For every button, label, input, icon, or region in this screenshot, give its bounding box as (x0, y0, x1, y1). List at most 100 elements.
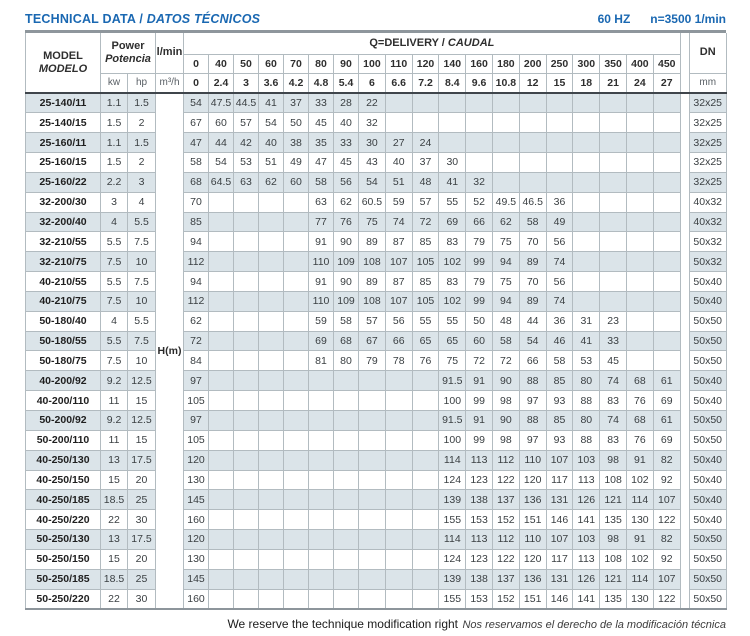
head-value-cell: 41 (438, 171, 467, 193)
head-value-cell: 120 (183, 449, 210, 471)
head-value-cell: 90 (492, 370, 520, 392)
head-value-cell (625, 191, 654, 213)
head-value-cell: 58 (333, 310, 360, 332)
q-col-m3h: 27 (652, 72, 681, 94)
head-value-cell (599, 211, 627, 233)
head-value-cell (411, 548, 440, 570)
head-value-cell: 141 (572, 509, 601, 531)
table-row: 40-210/75 7.5 10 112 110 109 108 107 105 102 99 94 8… (25, 290, 727, 312)
head-value-cell: 37 (411, 152, 440, 173)
head-value-cell: 90 (333, 231, 360, 253)
head-value-cell: 105 (411, 290, 440, 312)
page-title-en: TECHNICAL DATA / (25, 12, 144, 26)
head-value-cell (599, 112, 627, 134)
head-value-cell (384, 548, 413, 570)
head-value-cell: 137 (492, 489, 520, 511)
head-value-cell: 83 (438, 231, 467, 253)
head-value-cell: 91 (625, 529, 654, 550)
head-value-cell (358, 548, 386, 570)
dn-cell: 50x40 (688, 469, 727, 491)
model-cell: 32-210/55 (25, 231, 101, 253)
head-value-cell: 75 (358, 211, 386, 233)
head-value-cell: 113 (465, 449, 493, 471)
head-value-cell: 50 (283, 112, 310, 134)
head-value-cell (233, 290, 260, 312)
hp-cell: 2 (126, 112, 157, 134)
kw-cell: 4 (100, 211, 128, 233)
kw-cell: 13 (100, 449, 128, 471)
head-value-cell (358, 370, 386, 392)
head-value-cell: 62 (183, 310, 210, 332)
head-value-cell: 94 (183, 231, 210, 253)
head-value-cell: 35 (308, 132, 335, 154)
head-value-cell: 80 (572, 370, 601, 392)
head-value-cell: 110 (308, 251, 335, 273)
head-value-cell (358, 429, 386, 451)
kw-cell: 18.5 (100, 489, 128, 511)
kw-cell: 1.1 (100, 132, 128, 154)
head-value-cell (258, 330, 285, 352)
dn-cell: 40x32 (688, 191, 727, 213)
head-value-cell (572, 191, 601, 213)
technical-data-table: MODEL MODELO Power Potencia l/min Q=DELIVERY … (25, 33, 727, 610)
head-value-cell: 31 (572, 310, 601, 332)
model-cell: 40-210/75 (25, 290, 101, 312)
head-value-cell: 98 (492, 429, 520, 451)
head-value-cell: 153 (465, 588, 493, 610)
head-value-cell: 87 (384, 231, 413, 253)
head-value-cell (358, 410, 386, 431)
head-value-cell (384, 588, 413, 610)
head-value-cell (283, 231, 310, 253)
table-row: 40-200/92 9.2 12.5 97 91.5 91 90 88 85 80 74 68 61 50… (25, 370, 727, 392)
head-value-cell (358, 568, 386, 590)
head-value-cell: 74 (384, 211, 413, 233)
head-value-cell: 121 (599, 489, 627, 511)
head-value-cell: 151 (518, 509, 547, 531)
head-value-cell (572, 112, 601, 134)
head-value-cell (208, 211, 235, 233)
head-value-cell: 54 (358, 171, 386, 193)
head-value-cell: 130 (625, 588, 654, 610)
head-value-cell: 107 (384, 290, 413, 312)
head-value-cell (438, 132, 467, 154)
head-value-cell (308, 469, 335, 491)
head-value-cell (411, 410, 440, 431)
table-row: 32-200/30 3 4 70 63 62 60.5 59 57 55 52 49.5 46.5 36 4… (25, 191, 727, 213)
head-value-cell: 47 (308, 152, 335, 173)
operating-specs: 60 HZ n=3500 1/min (598, 12, 726, 26)
head-value-cell (308, 588, 335, 610)
head-value-cell (384, 489, 413, 511)
kw-cell: 7.5 (100, 290, 128, 312)
model-cell: 32-200/40 (25, 211, 101, 233)
head-value-cell: 90 (492, 410, 520, 431)
head-value-cell (652, 330, 681, 352)
head-value-cell: 152 (492, 588, 520, 610)
head-value-cell (652, 271, 681, 292)
head-value-cell (233, 350, 260, 372)
head-value-cell (625, 211, 654, 233)
head-value-cell (652, 290, 681, 312)
head-value-cell (652, 350, 681, 372)
model-header: MODEL MODELO (25, 33, 101, 94)
head-value-cell: 153 (465, 509, 493, 531)
head-value-cell: 45 (599, 350, 627, 372)
head-value-cell: 33 (333, 132, 360, 154)
model-cell: 50-250/220 (25, 588, 101, 610)
head-value-cell: 136 (518, 489, 547, 511)
q-col-lmin: 180 (492, 53, 520, 74)
head-value-cell (333, 529, 360, 550)
kw-cell: 4 (100, 310, 128, 332)
head-value-cell: 74 (599, 370, 627, 392)
dn-unit-mm: mm (688, 72, 727, 94)
head-value-cell (545, 92, 574, 114)
head-value-cell: 51 (384, 171, 413, 193)
q-col-m3h: 4.8 (308, 72, 335, 94)
head-value-cell (208, 548, 235, 570)
head-value-cell (283, 370, 310, 392)
head-value-cell: 136 (518, 568, 547, 590)
head-value-cell (258, 370, 285, 392)
head-value-cell: 74 (545, 251, 574, 273)
head-value-cell (233, 211, 260, 233)
head-value-cell: 38 (283, 132, 310, 154)
head-value-cell: 76 (625, 429, 654, 451)
